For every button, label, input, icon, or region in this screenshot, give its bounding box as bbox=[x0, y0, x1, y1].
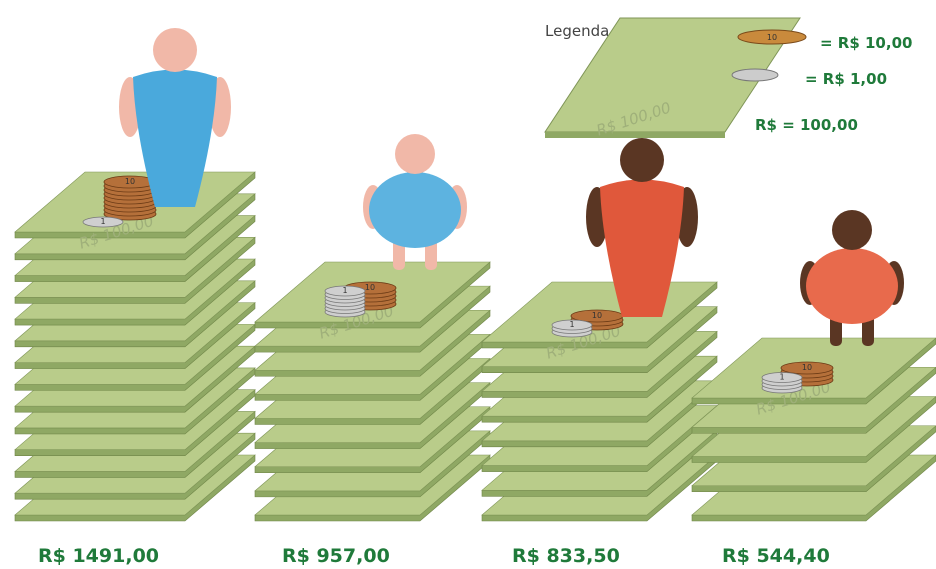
body bbox=[133, 69, 217, 207]
body bbox=[806, 248, 898, 324]
coin-text: 10 bbox=[802, 363, 812, 372]
head bbox=[832, 210, 872, 250]
head bbox=[395, 134, 435, 174]
coin-text: 1 bbox=[342, 286, 347, 295]
legend-title: Legenda bbox=[545, 22, 609, 40]
person bbox=[800, 210, 904, 346]
coin-1 bbox=[324, 285, 366, 297]
head bbox=[153, 28, 197, 72]
head bbox=[620, 138, 664, 182]
coin-10 bbox=[780, 361, 834, 375]
value-label: R$ 833,50 bbox=[512, 545, 620, 567]
body bbox=[600, 179, 684, 317]
body bbox=[369, 172, 461, 248]
coin-10 bbox=[737, 29, 807, 45]
coin-text: 1 bbox=[779, 373, 784, 382]
value-label: R$ 544,40 bbox=[722, 545, 830, 567]
coin-1 bbox=[761, 372, 803, 383]
legend-coin10: = R$ 10,00 bbox=[820, 34, 912, 52]
coin-1 bbox=[82, 216, 124, 228]
coin-text: 10 bbox=[365, 283, 375, 292]
legend-coin1: = R$ 1,00 bbox=[805, 70, 887, 88]
value-label: R$ 957,00 bbox=[282, 545, 390, 567]
legend: R$ 100,00 Legenda 10 = R$ 10,00 = R$ 1,0… bbox=[544, 17, 912, 140]
coin-text: 10 bbox=[592, 311, 602, 320]
person bbox=[586, 138, 698, 317]
coin-1 bbox=[551, 319, 593, 331]
value-label: R$ 1491,00 bbox=[38, 545, 159, 567]
legend-note-edge bbox=[545, 132, 725, 138]
coin-1 bbox=[731, 68, 779, 82]
coin-text: 10 bbox=[767, 33, 777, 42]
coin-text: 1 bbox=[569, 320, 574, 329]
coin-text: 1 bbox=[100, 217, 105, 226]
person bbox=[363, 134, 467, 270]
coin-text: 10 bbox=[125, 177, 135, 186]
legend-note-value: R$ = 100,00 bbox=[755, 116, 858, 134]
person bbox=[119, 28, 231, 207]
